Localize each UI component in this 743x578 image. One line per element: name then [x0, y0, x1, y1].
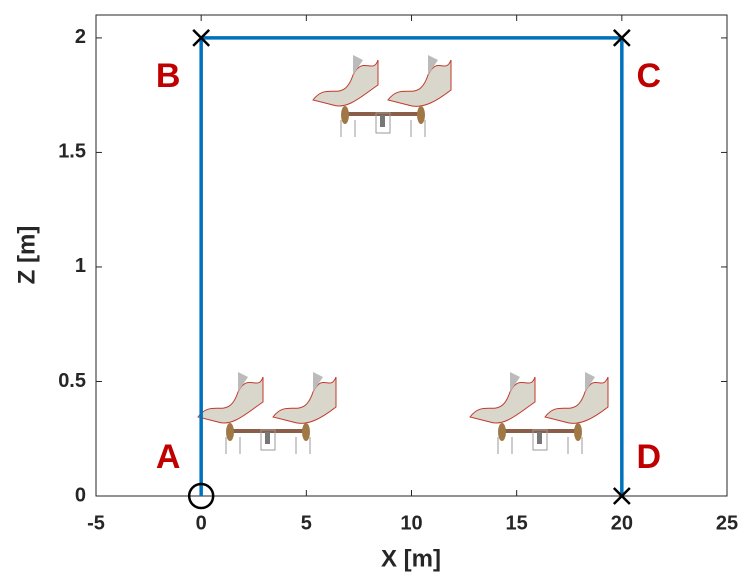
- point-marker: [192, 29, 211, 47]
- y-tick-label: 0.5: [58, 370, 86, 392]
- point-label: D: [637, 438, 662, 476]
- y-tick-label: 1.5: [58, 141, 86, 163]
- trajectory-line: [199, 36, 624, 496]
- x-tick-label: -5: [87, 512, 105, 534]
- point-label: B: [156, 57, 181, 95]
- y-tick-label: 1: [75, 255, 86, 277]
- x-tick-label: 25: [716, 512, 738, 534]
- point-label: C: [637, 57, 662, 95]
- point-marker: [187, 482, 215, 510]
- y-tick-label: 0: [75, 484, 86, 506]
- y-tick-label: 2: [75, 26, 86, 48]
- x-tick-label: 15: [506, 512, 528, 534]
- point-marker: [612, 29, 631, 47]
- x-tick-label: 20: [611, 512, 633, 534]
- point-marker: [612, 487, 631, 505]
- x-tick-label: 5: [301, 512, 312, 534]
- y-axis-label: Z [m]: [13, 226, 40, 285]
- x-tick-label: 10: [400, 512, 422, 534]
- point-label: A: [156, 438, 181, 476]
- plot-area: [95, 14, 728, 497]
- x-tick-label: 0: [196, 512, 207, 534]
- x-axis-label: X [m]: [381, 545, 441, 572]
